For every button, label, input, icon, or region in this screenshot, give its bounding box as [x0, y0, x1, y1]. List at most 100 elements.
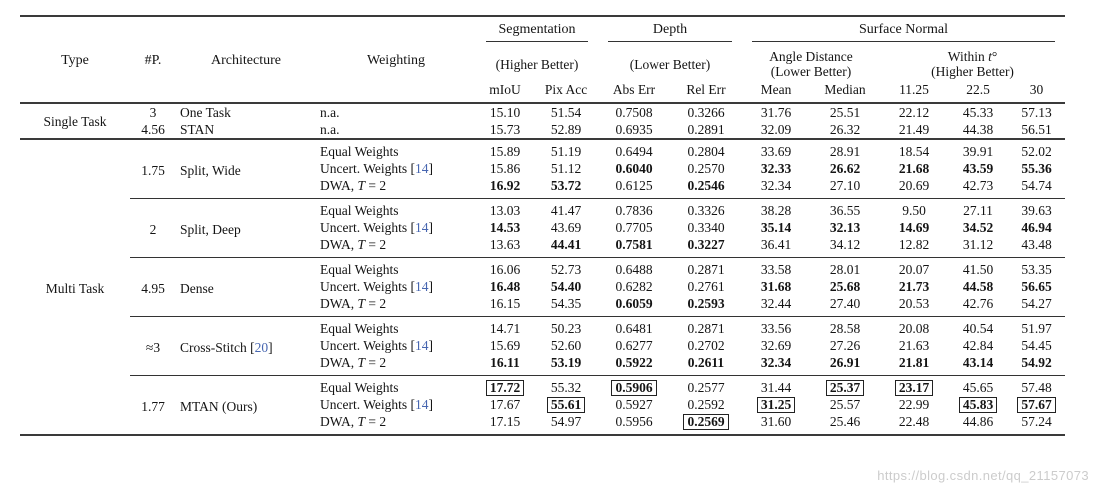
- col-header-11-25: 11.25: [880, 79, 948, 104]
- value-cell: 0.2577: [687, 380, 725, 395]
- value-cell: 20.08: [898, 321, 930, 336]
- value-cell: 52.60: [550, 338, 582, 353]
- value-cell: 25.46: [810, 413, 880, 436]
- value-cell: 27.26: [829, 338, 861, 353]
- value-cell: 31.60: [742, 413, 810, 436]
- value-cell: 21.63: [898, 338, 930, 353]
- value-cell: 0.6282: [615, 279, 653, 294]
- best-overall-box: 57.67: [1017, 397, 1056, 413]
- value-cell: 25.37: [810, 376, 880, 396]
- col-header-params: #P.: [130, 16, 176, 104]
- value-cell: 57.24: [1008, 413, 1066, 436]
- value-cell: 25.57: [829, 397, 861, 412]
- value-cell: 31.44: [760, 380, 792, 395]
- col-header-mean: Mean: [742, 79, 810, 104]
- col-header-pixacc: Pix Acc: [534, 79, 598, 104]
- params-cell: 1.77: [130, 375, 176, 436]
- value-cell: 34.52: [962, 220, 994, 235]
- value-cell: 43.14: [948, 354, 1008, 376]
- header-metric-row: mIoU Pix Acc Abs Err Rel Err Mean Median…: [20, 79, 1066, 104]
- table-row: Single Task 3 One Task n.a. 15.10 51.54 0.7508…: [20, 103, 1065, 140]
- table-row: Multi Task 1.75 Split, Wide Equal Weights 15…: [20, 139, 1065, 436]
- angle-distance-header: Angle Distance (Lower Better): [769, 49, 853, 79]
- value-cell: 16.92: [476, 177, 534, 199]
- value-cell: 18.54: [898, 144, 930, 159]
- value-cell: 43.69: [550, 220, 582, 235]
- table-row: 2 Split, Deep Equal Weights 13.03 41.47 0.783…: [20, 198, 1065, 258]
- table-body: Single Task 3 One Task n.a. 15.10 51.54 0.7508…: [20, 103, 1066, 436]
- value-cell: 42.84: [962, 338, 994, 353]
- value-cell: 51.19: [550, 144, 582, 159]
- value-cell: 0.2761: [687, 279, 725, 294]
- table-row: ≈3 Cross-Stitch [20] Equal Weights 14.71 50.…: [20, 316, 1065, 376]
- csdn-watermark: https://blog.csdn.net/qq_21157073: [877, 468, 1089, 483]
- value-cell: 32.44: [742, 295, 810, 317]
- value-cell: 0.3227: [670, 236, 742, 258]
- value-cell: 26.91: [810, 354, 880, 376]
- weighting-cell: Uncert. Weights [14]: [320, 338, 434, 353]
- value-cell: 14.53: [489, 220, 521, 235]
- value-cell: 38.28: [760, 203, 792, 218]
- table-row: Uncert. Weights [14] 17.67 55.61 0.5927 0.25…: [20, 396, 1065, 413]
- value-cell: 0.6481: [615, 321, 653, 336]
- value-cell: 17.15: [476, 413, 534, 436]
- value-cell: 40.54: [962, 321, 994, 336]
- value-cell: 42.76: [948, 295, 1008, 317]
- value-cell: 51.97: [1021, 321, 1052, 336]
- value-cell: 27.40: [810, 295, 880, 317]
- weighting-cell: DWA, T = 2: [316, 295, 476, 317]
- value-cell: 0.6059: [598, 295, 670, 317]
- value-cell: 0.2871: [687, 262, 725, 277]
- value-cell: 16.11: [476, 354, 534, 376]
- weighting-cell: Uncert. Weights [14]: [320, 220, 434, 235]
- value-cell: 28.91: [829, 144, 861, 159]
- value-cell: 31.25: [742, 396, 810, 413]
- value-cell: 27.11: [963, 203, 993, 218]
- best-overall-box: 17.72: [485, 380, 525, 396]
- value-cell: 13.63: [476, 236, 534, 258]
- table-header: Type #P. Architecture Weighting Segmenta…: [20, 16, 1066, 104]
- value-cell: 0.6935: [598, 121, 670, 140]
- weighting-cell: DWA, T = 2: [316, 236, 476, 258]
- value-cell: 22.12: [898, 105, 930, 120]
- value-cell: 25.51: [829, 105, 861, 120]
- group-header-depth: Depth: [598, 16, 742, 42]
- value-cell: 54.45: [1021, 338, 1052, 353]
- value-cell: 20.69: [880, 177, 948, 199]
- architecture-cell: Dense: [176, 257, 316, 317]
- value-cell: 0.2570: [687, 161, 725, 176]
- value-cell: 0.2702: [687, 338, 725, 353]
- table-row: 4.95 Dense Equal Weights 16.06 52.73 0.6488 0.…: [20, 257, 1065, 317]
- value-cell: 52.73: [550, 262, 582, 277]
- value-cell: 43.59: [962, 161, 994, 176]
- reference-number: 14: [415, 338, 429, 353]
- type-cell: Single Task: [20, 103, 130, 140]
- results-table-container: Type #P. Architecture Weighting Segmenta…: [20, 15, 1066, 436]
- value-cell: 0.6277: [615, 338, 653, 353]
- value-cell: 21.81: [880, 354, 948, 376]
- value-cell: 55.32: [550, 380, 582, 395]
- value-cell: 32.33: [760, 161, 792, 176]
- col-header-weighting: Weighting: [316, 16, 476, 104]
- value-cell: 0.6125: [598, 177, 670, 199]
- value-cell: 50.23: [550, 321, 582, 336]
- reference-number: 20: [254, 340, 269, 355]
- value-cell: 33.69: [760, 144, 792, 159]
- best-overall-box: 0.5906: [611, 380, 657, 396]
- value-cell: 28.01: [829, 262, 861, 277]
- value-cell: 54.74: [1008, 177, 1066, 199]
- value-cell: 16.15: [476, 295, 534, 317]
- table-row: 1.77 MTAN (Ours) Equal Weights 17.72 55.32 0.…: [20, 375, 1065, 436]
- value-cell: 57.48: [1021, 380, 1052, 395]
- value-cell: 27.10: [810, 177, 880, 199]
- col-header-relerr: Rel Err: [670, 79, 742, 104]
- value-cell: 45.33: [962, 105, 994, 120]
- value-cell: 0.2891: [670, 121, 742, 140]
- value-cell: 52.02: [1021, 144, 1052, 159]
- value-cell: 17.72: [476, 376, 534, 396]
- value-cell: 54.92: [1008, 354, 1066, 376]
- params-cell: 2: [130, 198, 176, 258]
- params-cell: 4.95: [130, 257, 176, 317]
- value-cell: 0.3326: [687, 203, 725, 218]
- value-cell: 15.10: [489, 105, 521, 120]
